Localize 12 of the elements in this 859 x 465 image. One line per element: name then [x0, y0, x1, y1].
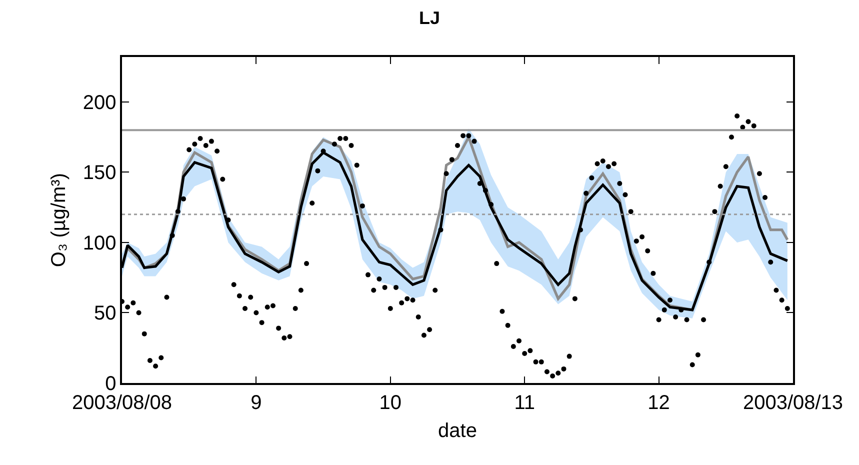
x-tick-label: 9 — [250, 392, 262, 414]
x-tick-label: 2003/08/13 — [742, 392, 844, 414]
x-axis-title: date — [438, 420, 477, 442]
chart-title: LJ — [418, 8, 440, 28]
y-axis-title: O₃ (µg/m³) — [48, 172, 70, 268]
y-tick-label: 150 — [82, 162, 116, 184]
y-tick-label: 50 — [94, 302, 116, 325]
x-tick-label: 11 — [514, 392, 535, 414]
y-tick-label: 100 — [82, 232, 116, 254]
x-tick-label: 12 — [648, 392, 670, 414]
x-tick-label: 10 — [379, 392, 402, 414]
y-tick-label: 200 — [82, 92, 116, 114]
